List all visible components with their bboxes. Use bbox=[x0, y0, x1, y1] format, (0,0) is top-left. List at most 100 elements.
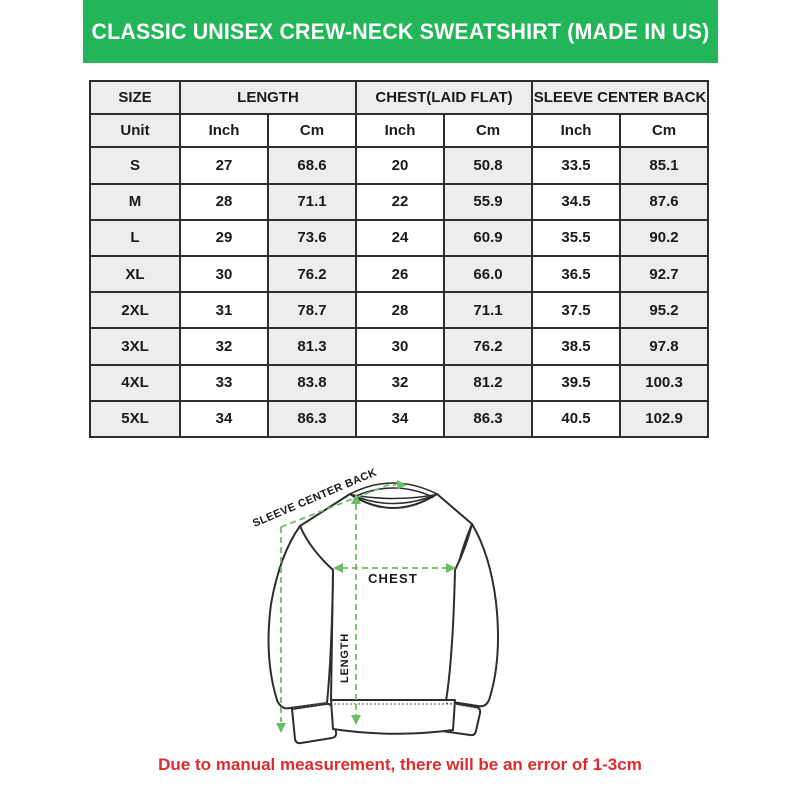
unit-cell: Cm bbox=[619, 113, 710, 149]
sleeve-arrowhead-right bbox=[397, 480, 407, 490]
value-cell: 97.8 bbox=[619, 327, 710, 366]
value-cell: 29 bbox=[179, 218, 269, 257]
value-cell: 81.3 bbox=[266, 327, 358, 366]
value-cell: 85.1 bbox=[619, 146, 710, 185]
value-cell: 71.1 bbox=[266, 182, 358, 221]
sleeve-diagonal-arrow bbox=[280, 484, 396, 528]
value-cell: 39.5 bbox=[531, 363, 622, 402]
value-cell: 32 bbox=[355, 363, 446, 402]
unit-cell: Inch bbox=[355, 113, 446, 149]
table-row-2xl: 2XL 31 78.7 28 71.1 37.5 95.2 bbox=[89, 291, 710, 330]
value-cell: 66.0 bbox=[443, 254, 534, 294]
sleeve-arrowhead-bottom bbox=[276, 723, 286, 733]
value-cell: 86.3 bbox=[443, 399, 534, 439]
value-cell: 76.2 bbox=[443, 327, 534, 366]
value-cell: 87.6 bbox=[619, 182, 710, 221]
value-cell: 90.2 bbox=[619, 218, 710, 257]
sweatshirt-drawing: SLEEVE CENTER BACK CHEST LENGTH bbox=[251, 467, 499, 745]
size-cell: 5XL bbox=[89, 399, 181, 439]
table-row-4xl: 4XL 33 83.8 32 81.2 39.5 100.3 bbox=[89, 363, 710, 402]
size-cell: 2XL bbox=[89, 291, 181, 330]
chest-arrowhead-left bbox=[333, 563, 343, 573]
value-cell: 34 bbox=[355, 399, 446, 439]
value-cell: 33 bbox=[179, 363, 269, 402]
col-header-size: SIZE bbox=[89, 79, 181, 116]
collar-inner-edge bbox=[353, 487, 434, 498]
table-row-5xl: 5XL 34 86.3 34 86.3 40.5 102.9 bbox=[89, 399, 710, 439]
col-header-chest: CHEST(LAID FLAT) bbox=[355, 79, 534, 116]
size-cell: 4XL bbox=[89, 363, 181, 402]
table-row-l: L 29 73.6 24 60.9 35.5 90.2 bbox=[89, 218, 710, 257]
length-label: LENGTH bbox=[339, 633, 351, 683]
value-cell: 73.6 bbox=[266, 218, 358, 257]
value-cell: 36.5 bbox=[531, 254, 622, 294]
table-row-s: S 27 68.6 20 50.8 33.5 85.1 bbox=[89, 146, 710, 185]
collar-rib-1 bbox=[352, 494, 435, 500]
waistband bbox=[330, 699, 456, 735]
size-cell: M bbox=[89, 182, 181, 221]
value-cell: 26 bbox=[355, 254, 446, 294]
value-cell: 30 bbox=[355, 327, 446, 366]
unit-cell: Cm bbox=[266, 113, 358, 149]
value-cell: 28 bbox=[355, 291, 446, 330]
header-row-units: Unit Inch Cm Inch Cm Inch Cm bbox=[89, 113, 710, 149]
value-cell: 78.7 bbox=[266, 291, 358, 330]
value-cell: 71.1 bbox=[443, 291, 534, 330]
left-cuff-stitch bbox=[292, 702, 328, 709]
value-cell: 102.9 bbox=[619, 399, 710, 439]
value-cell: 92.7 bbox=[619, 254, 710, 294]
title-banner: CLASSIC UNISEX CREW-NECK SWEATSHIRT (MAD… bbox=[83, 0, 718, 63]
value-cell: 31 bbox=[179, 291, 269, 330]
length-arrowhead-bottom bbox=[351, 715, 361, 725]
chest-arrowhead-right bbox=[446, 563, 456, 573]
collar-rib-2 bbox=[351, 494, 436, 505]
value-cell: 100.3 bbox=[619, 363, 710, 402]
value-cell: 32 bbox=[179, 327, 269, 366]
value-cell: 81.2 bbox=[443, 363, 534, 402]
value-cell: 28 bbox=[179, 182, 269, 221]
header-row-groups: SIZE LENGTH CHEST(LAID FLAT) SLEEVE CENT… bbox=[89, 79, 710, 116]
right-cuff-stitch bbox=[445, 702, 477, 709]
size-chart-table: SIZE LENGTH CHEST(LAID FLAT) SLEEVE CENT… bbox=[89, 79, 710, 439]
unit-cell: Inch bbox=[179, 113, 269, 149]
page-title: CLASSIC UNISEX CREW-NECK SWEATSHIRT (MAD… bbox=[91, 18, 710, 44]
value-cell: 20 bbox=[355, 146, 446, 185]
value-cell: 86.3 bbox=[266, 399, 358, 439]
length-arrowhead-top bbox=[351, 494, 361, 504]
value-cell: 95.2 bbox=[619, 291, 710, 330]
value-cell: 35.5 bbox=[531, 218, 622, 257]
col-header-length: LENGTH bbox=[178, 79, 358, 116]
size-cell: L bbox=[89, 218, 181, 257]
value-cell: 40.5 bbox=[531, 399, 622, 439]
value-cell: 83.8 bbox=[266, 363, 358, 402]
value-cell: 38.5 bbox=[531, 327, 622, 366]
unit-cell: Inch bbox=[531, 113, 622, 149]
value-cell: 27 bbox=[179, 146, 269, 185]
value-cell: 34.5 bbox=[531, 182, 622, 221]
table-row-xl: XL 30 76.2 26 66.0 36.5 92.7 bbox=[89, 254, 710, 294]
collar-outer-edge bbox=[349, 482, 438, 495]
size-cell: 3XL bbox=[89, 327, 181, 366]
size-cell: S bbox=[89, 146, 181, 185]
value-cell: 55.9 bbox=[443, 182, 534, 221]
value-cell: 68.6 bbox=[266, 146, 358, 185]
value-cell: 60.9 bbox=[443, 218, 534, 257]
value-cell: 50.8 bbox=[443, 146, 534, 185]
sweatshirt-right-sleeve bbox=[445, 523, 499, 708]
value-cell: 33.5 bbox=[531, 146, 622, 185]
unit-label-cell: Unit bbox=[89, 113, 181, 149]
value-cell: 30 bbox=[179, 254, 269, 294]
size-cell: XL bbox=[89, 254, 181, 294]
chest-label: CHEST bbox=[368, 571, 418, 586]
left-cuff bbox=[291, 702, 338, 745]
value-cell: 76.2 bbox=[266, 254, 358, 294]
sweatshirt-left-sleeve bbox=[267, 525, 334, 710]
value-cell: 22 bbox=[355, 182, 446, 221]
table-row-m: M 28 71.1 22 55.9 34.5 87.6 bbox=[89, 182, 710, 221]
col-header-sleeve: SLEEVE CENTER BACK bbox=[531, 79, 710, 116]
value-cell: 34 bbox=[179, 399, 269, 439]
table-row-3xl: 3XL 32 81.3 30 76.2 38.5 97.8 bbox=[89, 327, 710, 366]
value-cell: 24 bbox=[355, 218, 446, 257]
unit-cell: Cm bbox=[443, 113, 534, 149]
